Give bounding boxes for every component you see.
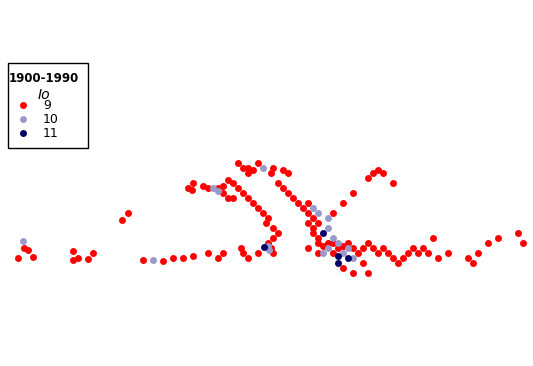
Text: 1900-1990: 1900-1990 [9,72,79,85]
Bar [8,63,88,148]
Text: Io: Io [38,88,51,102]
Text: 11: 11 [43,127,59,139]
Text: 10: 10 [43,112,59,126]
Text: 9: 9 [43,98,51,112]
